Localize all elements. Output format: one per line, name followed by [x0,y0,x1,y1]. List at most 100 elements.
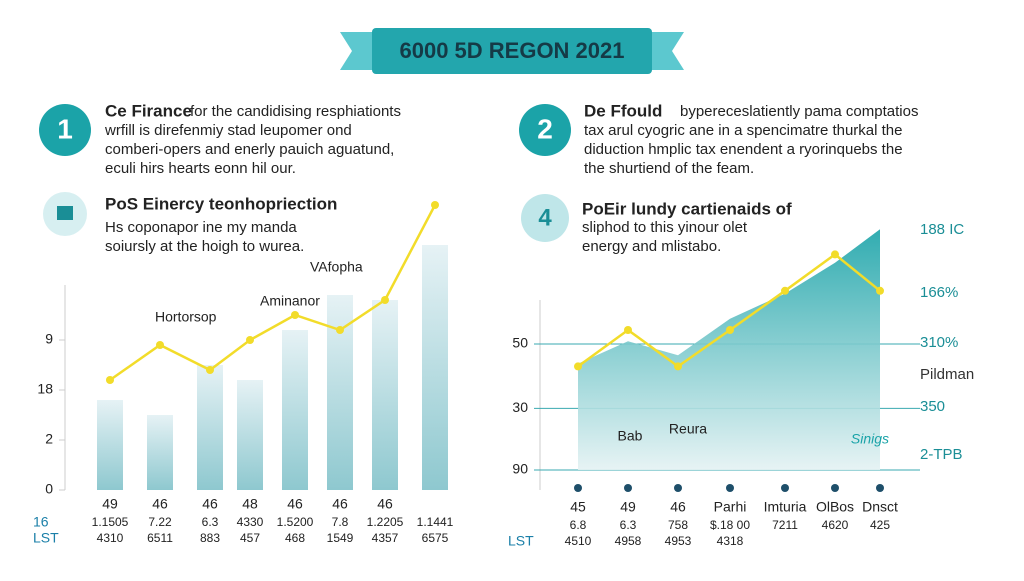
table-cell: 6511 [147,531,173,545]
table-cell: 1.5200 [277,515,314,529]
x-tick-label: 48 [242,496,258,512]
section-text: bypereceslatiently pama comptatios [680,103,918,120]
section-text: diduction hmplic tax enendent a ryorinqu… [584,141,903,158]
annotation: Hortorsop [155,309,217,325]
table-cell: 1.1505 [92,515,129,529]
table-cell: 1.2205 [367,515,404,529]
bar [147,415,173,490]
y-tick-label: 9 [45,331,53,347]
table-cell: 4953 [665,534,692,548]
table-cell: 6575 [422,531,449,545]
y-tick-label: 2 [45,431,53,447]
table-cell: 7.8 [332,515,349,529]
table-cell: 457 [240,531,260,545]
trend-point [674,362,682,371]
badge-number: 1 [57,113,73,144]
right-label: 2-TPB [920,446,963,463]
axis-dot [781,484,789,492]
section-text: for the candidising resphiationts [190,103,401,120]
trend-point [381,296,389,304]
banner-tail [644,32,684,70]
x-tick-label: Imturia [764,499,807,515]
trend-point [574,362,582,371]
table-cell: 6.3 [202,515,219,529]
section-text: sliphod to this yinour olet [582,219,748,236]
badge [519,104,571,156]
trend-point [246,336,254,344]
trend-point [336,326,344,334]
bar [282,330,308,490]
badge-number: 4 [538,204,552,231]
x-tick-label: OlBos [816,499,854,515]
annotation: Bab [618,428,643,444]
trend-point [206,366,214,374]
trend-point [726,326,734,334]
x-tick-label: 46 [152,496,168,512]
trend-point [291,311,299,319]
y-tick-label: 30 [512,399,528,415]
bar [422,245,448,490]
table-cell: 7211 [772,518,798,532]
section-text: eculi hirs hearts eonn hil our. [105,160,296,177]
section-text: the shurtiend of the feam. [584,160,754,177]
axis-dot [726,484,734,492]
table-cell: 4318 [717,534,744,548]
icon-shape [57,206,73,220]
x-tick-label: 45 [570,499,586,515]
axis-dot [674,484,682,492]
table-cell: 1549 [327,531,354,545]
table-cell: 4510 [565,534,592,548]
banner [372,28,652,74]
annotation: Reura [669,421,707,437]
row-label: 16 [33,514,49,530]
x-tick-label: 49 [102,496,118,512]
bar [197,365,223,490]
banner-tail [340,32,380,70]
x-tick-label: 49 [620,499,636,515]
x-tick-label: Dnsct [862,499,898,515]
table-cell: 883 [200,531,220,545]
section-title: Ce Firance [105,101,192,120]
trend-point [831,250,839,259]
y-tick-label: 50 [512,335,528,351]
annotation: VAfopha [310,259,363,275]
bar [237,380,263,490]
badge [521,194,569,242]
badge [39,104,91,156]
x-tick-label: 46 [377,496,393,512]
row-label: LST [33,530,59,546]
y-tick-label: 18 [37,381,53,397]
bar [372,300,398,490]
section-title: De Ffould [584,101,662,120]
annotation: Aminanor [260,293,320,309]
axis-dot [624,484,632,492]
bar [97,400,123,490]
table-cell: 758 [668,518,688,532]
x-tick-label: Parhi [714,499,747,515]
table-cell: 6.3 [620,518,637,532]
section-text: Hs coponapor ine my manda [105,219,297,236]
trend-point [781,286,789,295]
axis-dot [574,484,582,492]
section-text: comberi-opers and enerly pauich aguatund… [105,141,394,158]
table-cell: 4620 [822,518,849,532]
right-label: Pildman [920,366,974,383]
table-cell: 6.8 [570,518,587,532]
section-text: wrfill is direfenmiy stad leupomer ond [104,122,352,139]
table-cell: 4310 [97,531,124,545]
x-tick-label: 46 [670,499,686,515]
y-tick-label: 0 [45,481,53,497]
right-label: 310% [920,334,958,351]
x-tick-label: 46 [287,496,303,512]
table-cell: 4357 [372,531,399,545]
trend-line [109,204,437,382]
annotation: Sinigs [851,431,889,447]
axis-dot [876,484,884,492]
table-cell: 1.1441 [417,515,454,529]
trend-point [431,201,439,209]
section-text: tax arul cyogric ane in a spencimatre th… [584,122,903,139]
right-label: 350 [920,398,945,415]
axis-dot [831,484,839,492]
right-label: 188 IC [920,221,964,238]
